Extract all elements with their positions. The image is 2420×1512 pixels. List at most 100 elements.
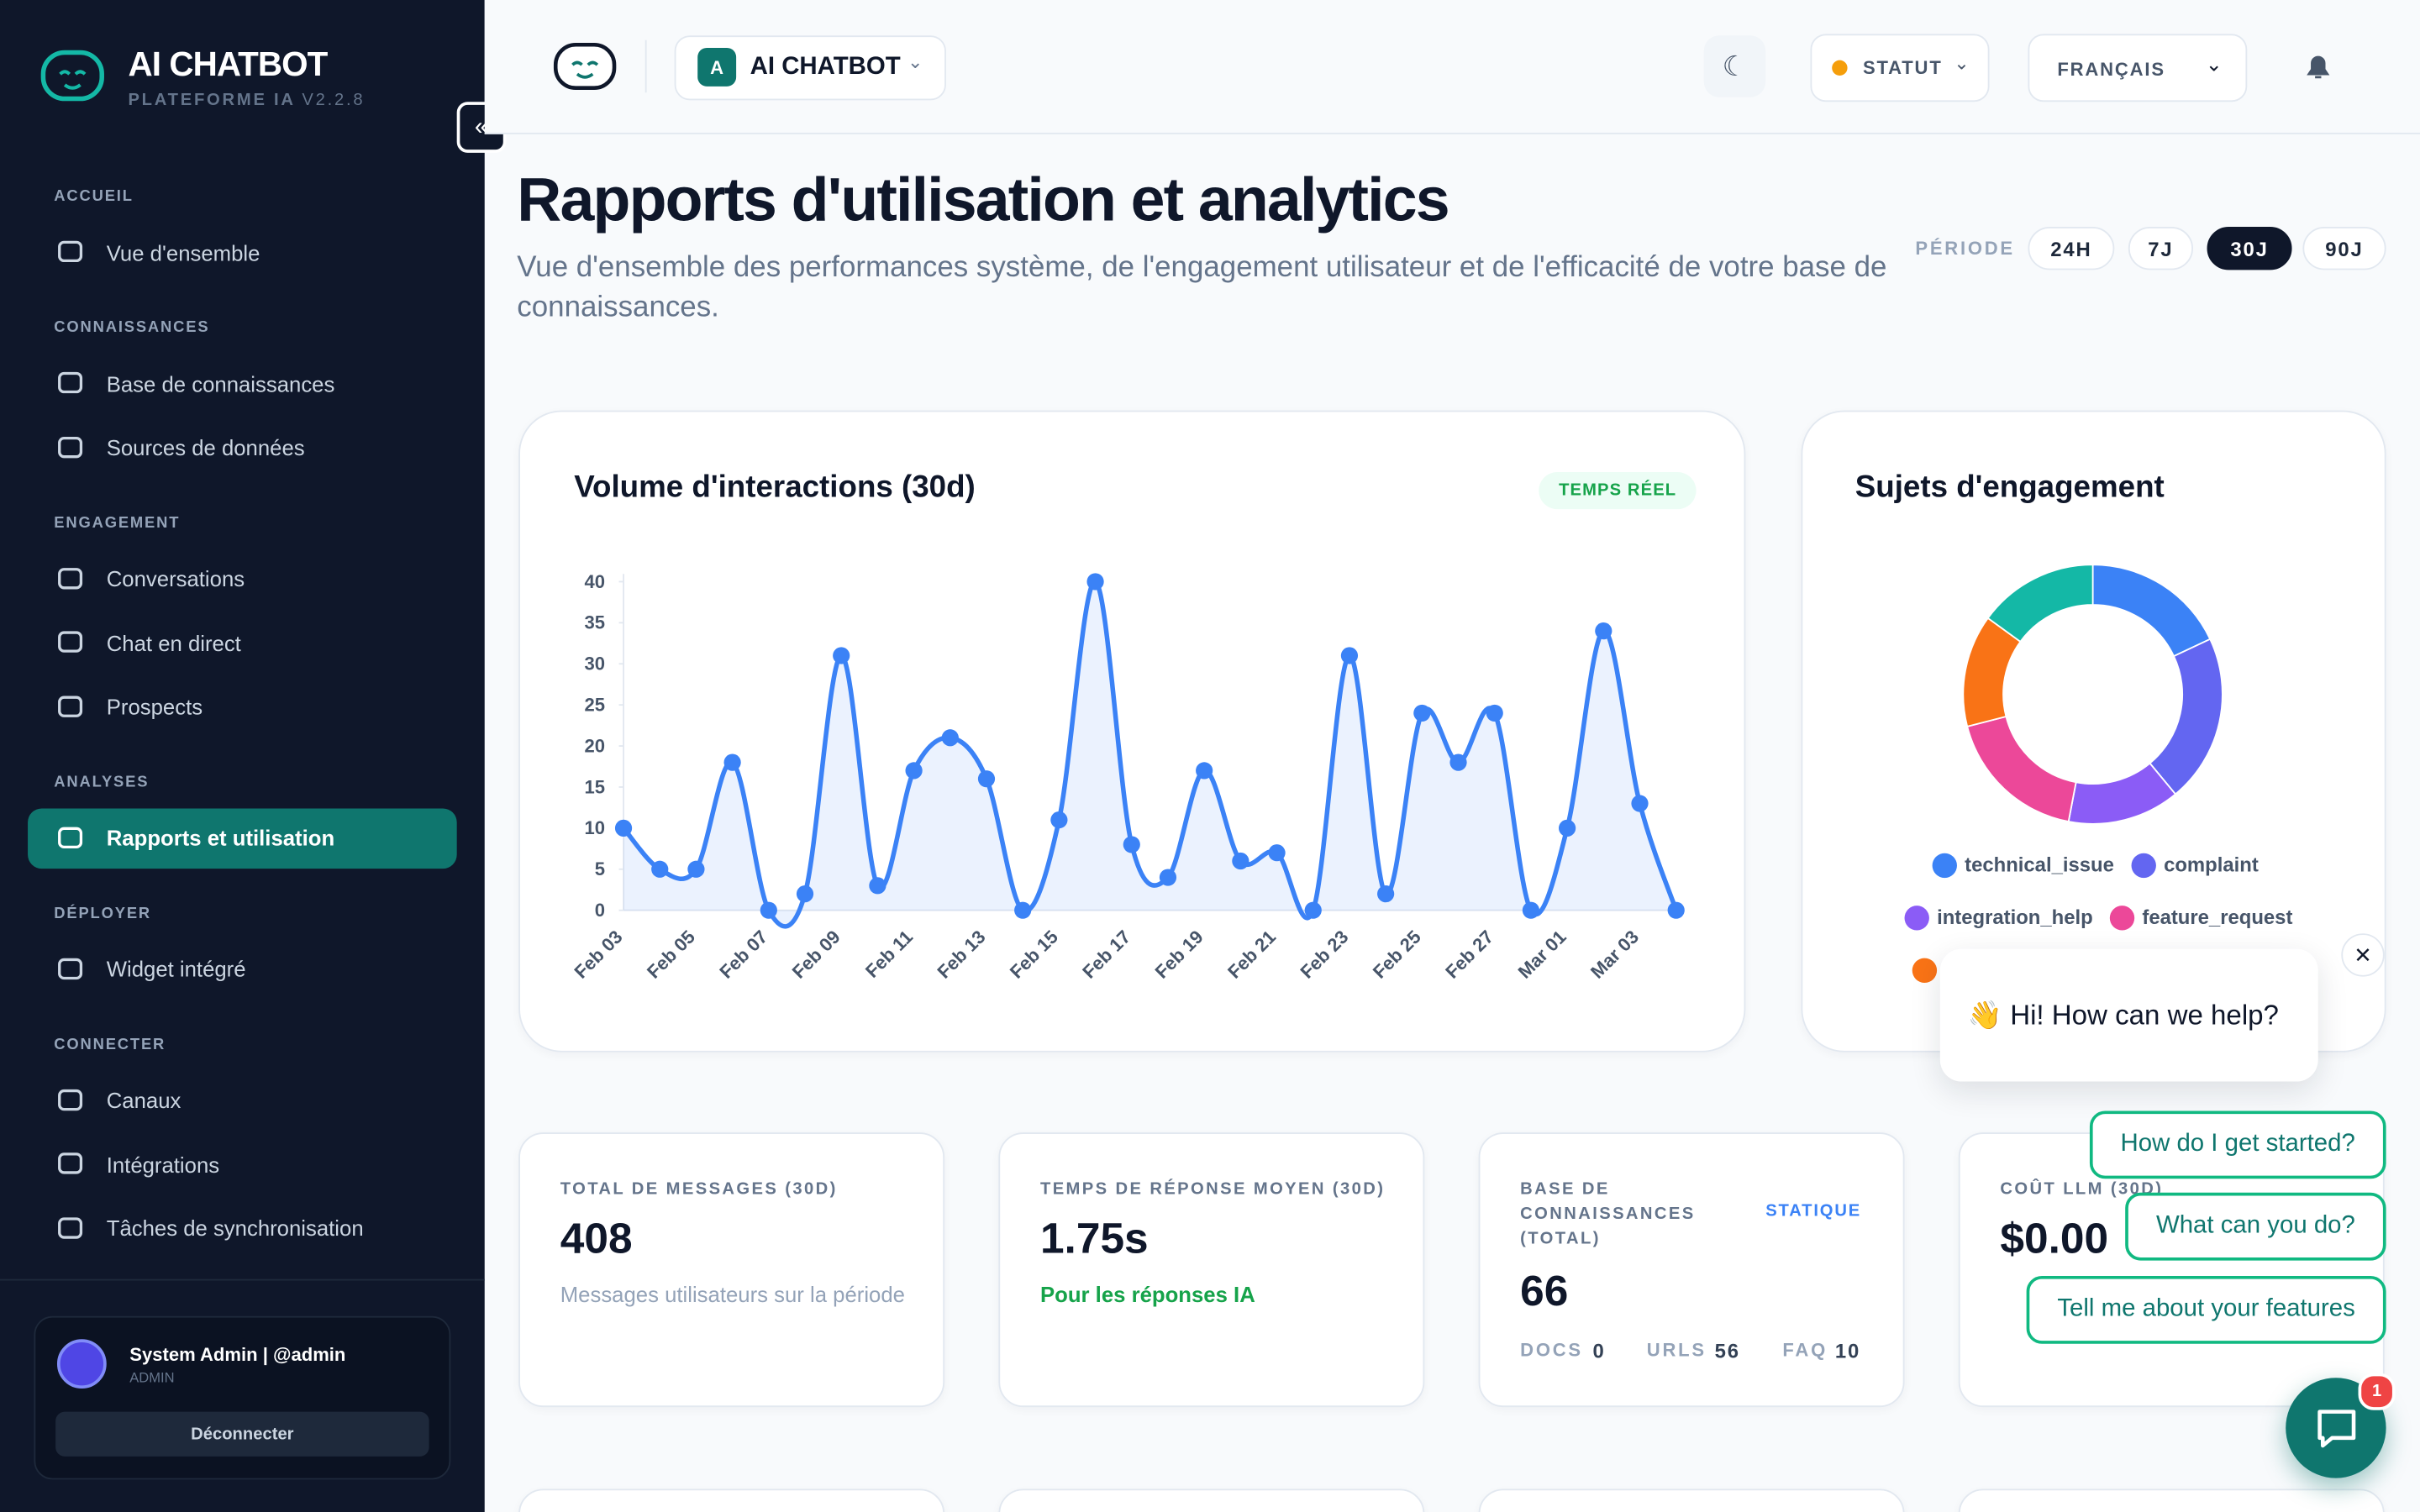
- y-tick-label: 10: [584, 817, 605, 838]
- chat-icon: [2317, 1410, 2356, 1448]
- nav-item[interactable]: Vue d'ensemble: [28, 222, 457, 282]
- nav-item[interactable]: Chat en direct: [28, 612, 457, 673]
- chevron: ⌄: [1954, 52, 1970, 75]
- chat-greeting: 👋 Hi! How can we help?: [1939, 948, 2318, 1082]
- version: V2.2.8: [302, 91, 366, 110]
- y-tick-label: 5: [595, 858, 605, 879]
- nav-item[interactable]: Sources de données: [28, 417, 457, 478]
- point: [905, 762, 923, 780]
- language-select[interactable]: FRANÇAIS ⌄: [2028, 34, 2248, 102]
- nav-item[interactable]: Rapports et utilisation: [28, 807, 457, 869]
- period-label: PÉRIODE: [1915, 237, 2015, 260]
- stat-card: BASE DE CONNAISSANCES (TOTAL) STATIQUE 66 D…: [1478, 1132, 1905, 1408]
- point: [614, 819, 633, 837]
- period-button[interactable]: 90J: [2302, 227, 2386, 270]
- nav-label: Vue d'ensemble: [106, 239, 260, 265]
- nav-label: Canaux: [106, 1087, 182, 1113]
- point: [1159, 869, 1177, 886]
- y-tick-label: 40: [584, 571, 605, 592]
- nav-item[interactable]: Prospects: [28, 676, 457, 737]
- stat-value: 408: [560, 1214, 633, 1263]
- nav-label: Base de connaissances: [106, 370, 335, 396]
- brand-sub: PLATEFORME IA V2.2.8: [128, 91, 365, 109]
- legend-swatch: [2131, 853, 2156, 879]
- point: [869, 877, 886, 895]
- app-avatar: A: [697, 47, 737, 87]
- nav-label: Conversations: [106, 566, 245, 591]
- suggestion-button[interactable]: What can you do?: [2125, 1192, 2386, 1261]
- nav-icon: [58, 826, 83, 848]
- nav-label: Prospects: [106, 694, 203, 719]
- point: [1123, 836, 1140, 853]
- stat-label: BASE DE CONNAISSANCES (TOTAL): [1520, 1180, 1696, 1248]
- period-button[interactable]: 24H: [2028, 227, 2115, 270]
- point: [796, 885, 814, 903]
- stat-value: 66: [1520, 1266, 1569, 1315]
- y-tick-label: 25: [584, 695, 605, 716]
- nav-label: Rapports et utilisation: [106, 825, 335, 851]
- stat-value: $0.00: [2000, 1214, 2109, 1263]
- nav-item[interactable]: Canaux: [28, 1070, 457, 1131]
- section-title: ENGAGEMENT: [54, 514, 181, 532]
- suggestion-button[interactable]: How do I get started?: [2089, 1110, 2386, 1179]
- card: [1958, 1488, 2385, 1512]
- x-tick-label: Feb 03: [571, 927, 627, 983]
- point: [1559, 819, 1576, 837]
- logout-button[interactable]: Déconnecter: [55, 1411, 429, 1457]
- bell[interactable]: [2302, 51, 2333, 82]
- status-button[interactable]: STATUT ⌄: [1810, 34, 1990, 102]
- nav-item[interactable]: Widget intégré: [28, 939, 457, 1000]
- nav-item[interactable]: Intégrations: [28, 1134, 457, 1194]
- nav-icon: [58, 695, 83, 717]
- point: [1268, 844, 1286, 862]
- y-tick-label: 20: [584, 735, 605, 756]
- section-title: ANALYSES: [54, 774, 150, 791]
- slice: [2091, 564, 2212, 658]
- section-title: DÉPLOYER: [54, 905, 152, 922]
- section-title: CONNECTER: [54, 1036, 166, 1053]
- close-button[interactable]: ✕: [2341, 933, 2385, 977]
- x-tick-label: Feb 23: [1296, 927, 1352, 983]
- section-title: CONNAISSANCES: [54, 319, 210, 337]
- legend-label: feature_request: [2142, 906, 2292, 929]
- point: [1595, 622, 1612, 640]
- nav-item[interactable]: Tâches de synchronisation: [28, 1198, 457, 1258]
- app-switcher[interactable]: A AI CHATBOT ⌄: [674, 35, 946, 101]
- y-tick-label: 30: [584, 654, 605, 675]
- stat-sub-value: 56: [1714, 1339, 1740, 1362]
- divider: [0, 1278, 485, 1281]
- legend-label: complaint: [2164, 854, 2259, 877]
- chat-launcher[interactable]: 1: [2286, 1373, 2396, 1478]
- point: [760, 901, 777, 919]
- point: [1196, 762, 1213, 780]
- nav-item[interactable]: Conversations: [28, 549, 457, 609]
- legend-swatch: [1932, 853, 1957, 879]
- x-tick-label: Feb 09: [788, 927, 844, 983]
- nav-icon: [58, 1089, 83, 1110]
- period-button[interactable]: 30J: [2207, 227, 2292, 270]
- area: [623, 581, 1676, 927]
- suggestion-button[interactable]: Tell me about your features: [2026, 1275, 2386, 1344]
- chart-title: Volume d'interactions (30d): [574, 470, 976, 505]
- point: [1050, 811, 1068, 829]
- divider: [644, 39, 647, 93]
- x-tick-label: Feb 07: [715, 927, 771, 983]
- realtime-badge: TEMPS RÉEL: [1539, 472, 1697, 510]
- x-tick-label: Feb 25: [1369, 927, 1425, 983]
- nav-item[interactable]: Base de connaissances: [28, 354, 457, 414]
- x-tick-label: Feb 27: [1441, 927, 1497, 983]
- point: [1667, 901, 1685, 919]
- x-tick-label: Feb 05: [643, 927, 699, 983]
- point: [1304, 901, 1322, 919]
- point: [651, 860, 669, 878]
- subtitle: PLATEFORME IA: [128, 91, 296, 110]
- nav-icon: [58, 240, 83, 263]
- theme-toggle[interactable]: ☾: [1703, 35, 1766, 97]
- point: [1377, 885, 1395, 903]
- period-button[interactable]: 7J: [2128, 227, 2194, 270]
- legend-label: technical_issue: [1965, 854, 2114, 877]
- page-title: Rapports d'utilisation et analytics: [517, 166, 1449, 235]
- y-tick-label: 35: [584, 612, 605, 633]
- point: [1522, 901, 1540, 919]
